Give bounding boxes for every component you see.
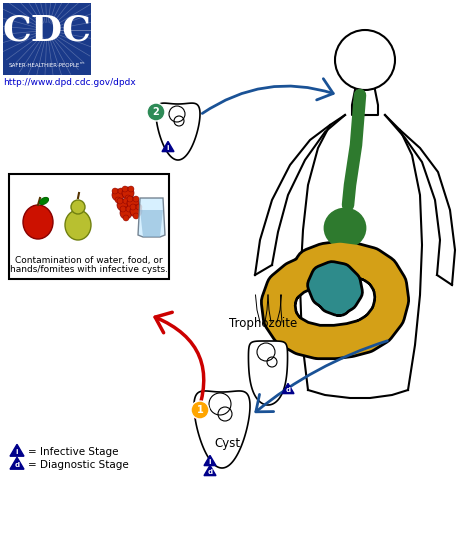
Circle shape: [127, 196, 133, 202]
Polygon shape: [10, 457, 24, 469]
Circle shape: [133, 213, 139, 219]
Polygon shape: [282, 384, 294, 393]
Circle shape: [123, 215, 129, 221]
Text: i: i: [166, 145, 169, 151]
Circle shape: [112, 189, 124, 201]
Circle shape: [133, 196, 139, 202]
Text: = Diagnostic Stage: = Diagnostic Stage: [28, 460, 128, 470]
Text: i: i: [16, 449, 18, 455]
Text: = Infective Stage: = Infective Stage: [28, 447, 118, 457]
Polygon shape: [10, 444, 24, 456]
Ellipse shape: [71, 200, 85, 214]
Circle shape: [130, 204, 136, 210]
Circle shape: [123, 198, 129, 204]
FancyArrowPatch shape: [155, 312, 203, 418]
Text: Trophozoite: Trophozoite: [228, 317, 296, 330]
Circle shape: [130, 205, 136, 211]
Text: i: i: [208, 459, 211, 465]
Circle shape: [122, 186, 128, 192]
Circle shape: [127, 197, 139, 209]
FancyArrowPatch shape: [202, 79, 332, 113]
Circle shape: [136, 204, 142, 210]
Polygon shape: [194, 391, 250, 468]
Circle shape: [130, 205, 142, 217]
Polygon shape: [248, 341, 287, 405]
Circle shape: [117, 198, 123, 204]
Ellipse shape: [39, 197, 49, 204]
Circle shape: [120, 207, 126, 213]
Circle shape: [115, 197, 121, 203]
Circle shape: [120, 206, 126, 212]
Text: 2: 2: [152, 107, 159, 117]
Circle shape: [117, 199, 129, 211]
Circle shape: [118, 188, 124, 194]
Circle shape: [125, 195, 131, 201]
Circle shape: [122, 187, 134, 199]
Circle shape: [128, 186, 134, 192]
Ellipse shape: [324, 209, 364, 247]
Text: SAFER·HEALTHIER·PEOPLE™: SAFER·HEALTHIER·PEOPLE™: [9, 63, 85, 68]
Polygon shape: [204, 455, 216, 466]
Text: Cyst: Cyst: [213, 437, 239, 450]
Text: 1: 1: [196, 405, 203, 415]
Polygon shape: [162, 141, 174, 152]
Polygon shape: [156, 103, 200, 160]
Text: http://www.dpd.cdc.gov/dpdx: http://www.dpd.cdc.gov/dpdx: [3, 78, 136, 87]
Circle shape: [120, 207, 131, 219]
Ellipse shape: [65, 210, 91, 240]
Text: Contamination of water, food, or: Contamination of water, food, or: [15, 255, 163, 265]
Text: d: d: [14, 462, 19, 468]
Circle shape: [191, 401, 208, 419]
Text: d: d: [285, 387, 290, 393]
Circle shape: [112, 188, 118, 194]
Circle shape: [126, 206, 131, 212]
FancyBboxPatch shape: [3, 3, 91, 75]
FancyBboxPatch shape: [9, 174, 169, 279]
Polygon shape: [138, 198, 165, 237]
Polygon shape: [204, 465, 216, 476]
Polygon shape: [140, 210, 163, 237]
Text: CDC: CDC: [3, 13, 91, 47]
Ellipse shape: [23, 205, 53, 239]
FancyArrowPatch shape: [255, 341, 387, 412]
Text: hands/fomites with infective cysts.: hands/fomites with infective cysts.: [10, 265, 168, 275]
Text: d: d: [207, 469, 212, 475]
Circle shape: [147, 103, 165, 121]
